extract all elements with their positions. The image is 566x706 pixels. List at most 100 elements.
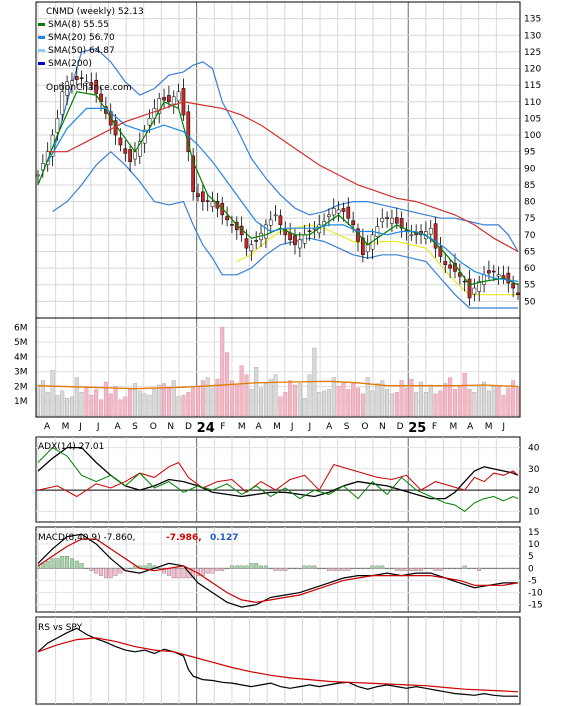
macd-series-line (37, 533, 518, 608)
volume-tick-label: 5M (14, 338, 28, 348)
volume-bar (176, 396, 181, 417)
candle-body (128, 149, 132, 162)
adx-tick-label: 20 (528, 486, 540, 496)
macd-histogram-bar (99, 568, 103, 576)
volume-average (37, 380, 519, 390)
volume-bar (142, 393, 147, 417)
price-tick-label: 115 (524, 81, 541, 91)
volume-bar (457, 386, 462, 417)
volume-bar (234, 384, 239, 417)
macd-histogram-bar (467, 568, 472, 570)
macd-histogram-bar (501, 568, 506, 570)
legend-swatch (38, 62, 45, 65)
volume-bar (137, 390, 142, 417)
volume-bar (244, 374, 249, 417)
macd-histogram-bar (84, 568, 89, 570)
candle-body (200, 191, 205, 202)
candle-body (249, 244, 254, 252)
month-label: M (449, 422, 457, 432)
adx-series-line (37, 461, 519, 498)
candle-body (375, 226, 380, 237)
volume-bar (389, 393, 394, 417)
legend-swatch (38, 23, 45, 26)
macd-histogram-bar (496, 568, 501, 570)
volume-bar (322, 390, 327, 417)
candle-body (191, 155, 196, 192)
macd-tick-label: 5 (528, 552, 534, 562)
macd-tick-label: -15 (528, 601, 543, 611)
candle-body (94, 79, 99, 94)
macd-histogram-bar (254, 563, 259, 569)
macd-series-line (37, 538, 519, 603)
volume-bar (65, 398, 70, 417)
macd-histogram-bar (423, 568, 428, 570)
month-label: J (78, 422, 82, 432)
macd-histogram-bar (74, 560, 79, 569)
month-label: M (62, 422, 70, 432)
macd-histogram-bar (157, 568, 162, 570)
macd-histogram-bar (60, 555, 65, 569)
volume-bar (123, 396, 128, 417)
month-label: A (256, 422, 263, 432)
macd-histogram-bar (375, 565, 380, 569)
macd-histogram-bar (419, 568, 423, 571)
candle-body (268, 219, 273, 226)
candle-body (327, 214, 331, 217)
sma-line (47, 101, 519, 253)
rs-panel: RS vs SPY (35, 616, 521, 705)
adx-tick-label: 40 (528, 444, 540, 454)
candle-body (137, 141, 142, 157)
volume-bar (351, 383, 356, 417)
rs-label: RS vs SPY (38, 623, 83, 633)
volume-bar (113, 386, 118, 417)
macd-histogram-bar (142, 565, 147, 569)
macd-histogram-bar (312, 565, 317, 569)
macd-histogram (36, 555, 520, 579)
price-tick-label: 100 (524, 131, 541, 141)
candle-body (84, 81, 89, 84)
candle-body (273, 214, 278, 217)
macd-histogram-bar (302, 565, 307, 569)
macd-histogram-bar (118, 568, 123, 574)
volume-frame (35, 317, 521, 418)
macd-histogram-bar (516, 568, 520, 570)
macd-histogram-bar (341, 568, 346, 571)
macd-histogram-bar (356, 568, 360, 570)
macd-histogram-bar (443, 568, 448, 570)
candle-body (448, 264, 452, 269)
candle-body (491, 270, 496, 273)
macd-histogram-bar (283, 568, 288, 571)
month-label: D (397, 422, 404, 432)
volume-bar (36, 384, 41, 417)
macd-histogram-bar (273, 568, 278, 571)
macd-histogram-bar (385, 568, 390, 570)
month-label: A (115, 422, 122, 432)
volume-bar (443, 383, 448, 417)
price-tick-label: 60 (524, 264, 536, 274)
volume-bar (326, 389, 331, 417)
candle-body (210, 201, 215, 207)
macd-histogram-bar (448, 568, 453, 570)
macd-histogram-bar (336, 568, 341, 571)
candle-body (50, 134, 55, 157)
volume-bars (36, 327, 521, 417)
candle-body (65, 81, 69, 96)
volume-bar (404, 387, 409, 417)
volume-bar (496, 386, 501, 417)
volume-bar (55, 395, 60, 417)
volume-bar (205, 377, 210, 417)
rs-frame (35, 616, 521, 705)
candle-body (394, 217, 399, 224)
price-tick-label: 125 (524, 48, 541, 58)
volume-bar (307, 374, 312, 417)
candle-body (123, 148, 128, 154)
macd-histogram-bar (365, 568, 370, 570)
volume-bar (195, 386, 200, 417)
macd-histogram-bar (215, 568, 220, 571)
macd-tick-label: -10 (528, 589, 543, 599)
volume-bar (69, 396, 74, 417)
price-tick-label: 90 (524, 164, 536, 174)
rs-lines (37, 627, 519, 697)
volume-bar (99, 399, 104, 417)
month-label: F (220, 422, 225, 432)
